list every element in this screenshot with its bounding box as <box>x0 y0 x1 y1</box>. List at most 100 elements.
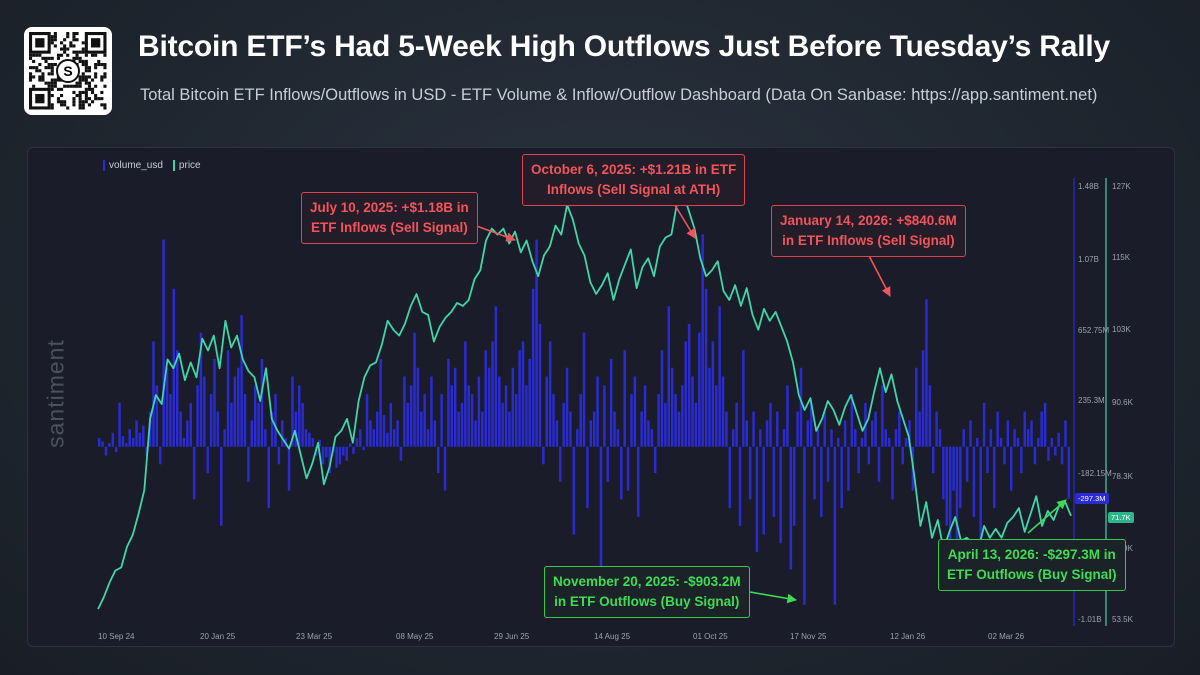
volume-bar <box>738 446 742 526</box>
volume-bar <box>237 367 240 447</box>
volume-bar <box>511 367 515 447</box>
volume-bar <box>481 411 484 447</box>
volume-bar <box>447 358 450 447</box>
volume-bar <box>725 411 728 447</box>
volume-bar <box>691 376 694 447</box>
volume-bar <box>175 350 179 447</box>
volume-bar <box>670 367 674 447</box>
volume-bar <box>1054 446 1057 456</box>
volume-bar <box>555 420 559 447</box>
volume-bar <box>908 420 911 447</box>
x-tick-label: 20 Jan 25 <box>200 632 236 641</box>
volume-bar <box>579 394 582 447</box>
volume-bar <box>1057 432 1060 447</box>
volume-bar <box>928 385 932 447</box>
volume-bar <box>209 394 213 447</box>
volume-bar <box>901 446 904 465</box>
legend-item-volume[interactable]: volume_usd <box>103 160 163 171</box>
volume-bar <box>125 443 128 447</box>
volume-bar <box>1037 437 1040 447</box>
volume-bar <box>372 429 376 447</box>
volume-bar <box>1003 446 1006 465</box>
volume-bar <box>891 446 894 500</box>
volume-bar <box>969 420 972 447</box>
volume-bar <box>877 446 881 482</box>
arrow-april <box>1027 499 1067 534</box>
volume-bar <box>1064 420 1067 447</box>
volume-bar <box>1033 446 1037 465</box>
volume-bar <box>813 446 816 500</box>
volume-bar <box>277 446 281 465</box>
volume-bar <box>142 425 145 447</box>
volume-bar <box>972 446 976 517</box>
volume-bar <box>111 432 114 447</box>
volume-bar <box>650 429 654 447</box>
volume-bar <box>657 394 660 447</box>
volume-bar <box>823 411 826 447</box>
qr-code-logo: S <box>24 27 112 115</box>
volume-bar <box>369 420 372 447</box>
volume-bar <box>1009 446 1013 491</box>
volume-bar <box>752 411 755 447</box>
x-tick-label: 10 Sep 24 <box>98 632 135 641</box>
volume-bar <box>531 288 535 447</box>
volume-bar <box>640 411 643 447</box>
volume-bar <box>538 323 542 447</box>
volume-bar <box>816 429 820 447</box>
price-line <box>97 192 1072 610</box>
volume-bar <box>294 411 298 447</box>
legend-item-price[interactable]: price <box>172 160 201 171</box>
volume-bar <box>460 402 464 447</box>
volume-bar <box>765 420 769 447</box>
volume-bar <box>155 385 159 447</box>
volume-bar <box>711 341 715 447</box>
volume-bar <box>782 429 786 447</box>
volume-bar <box>867 446 871 465</box>
volume-bar <box>959 446 962 509</box>
volume-bar <box>562 402 565 447</box>
volume-bar <box>840 446 843 509</box>
volume-bar <box>548 341 552 447</box>
volume-bar <box>301 402 304 447</box>
volume-bar <box>328 446 331 474</box>
volume-bar <box>955 446 959 588</box>
volume-bar <box>325 446 328 458</box>
volume-bar <box>762 446 765 535</box>
volume-bar <box>484 350 487 447</box>
volume-bar <box>443 446 447 491</box>
volume-bar <box>389 402 392 447</box>
annotation-july-inflows: July 10, 2025: +$1.18B in ETF Inflows (Se… <box>301 192 478 244</box>
volume-bar <box>701 234 704 447</box>
volume-bar <box>348 443 352 447</box>
volume-bar <box>921 350 925 447</box>
volume-bar <box>565 367 569 447</box>
price-tick-label: 103K <box>1112 325 1131 334</box>
price-tick-label: 78.3K <box>1112 472 1133 481</box>
volume-bar <box>118 402 121 447</box>
volume-bar <box>918 411 921 447</box>
volume-bar <box>772 446 776 517</box>
volume-bar <box>413 332 416 447</box>
volume-bar <box>850 394 854 447</box>
volume-bar <box>799 367 803 447</box>
volume-tick-label: -1.01B <box>1078 615 1102 624</box>
volume-bar <box>206 446 209 474</box>
volume-bar <box>609 358 613 447</box>
arrow-july <box>470 223 516 242</box>
volume-bar <box>470 394 474 447</box>
volume-bar <box>576 429 579 447</box>
volume-current-flag: -297.3M <box>1075 493 1109 504</box>
volume-bar <box>545 376 548 447</box>
volume-bar <box>925 299 928 447</box>
volume-bar <box>504 385 508 447</box>
volume-bar <box>603 385 606 447</box>
price-tick-label: 127K <box>1112 182 1131 191</box>
volume-bar <box>291 376 294 447</box>
volume-bar <box>626 446 630 491</box>
volume-bar <box>552 394 555 447</box>
volume-bar <box>809 402 813 447</box>
volume-bar <box>298 385 301 447</box>
volume-bar <box>477 376 481 447</box>
volume-bar <box>881 385 884 447</box>
volume-bar <box>857 446 860 474</box>
